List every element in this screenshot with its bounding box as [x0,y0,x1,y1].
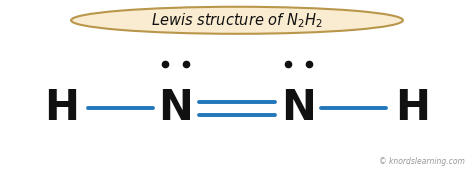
Text: N: N [158,87,193,129]
Text: © knordslearning.com: © knordslearning.com [379,157,465,166]
Text: H: H [395,87,430,129]
Ellipse shape [71,7,403,34]
Text: H: H [44,87,79,129]
Text: N: N [281,87,316,129]
Text: $\bf{\it{Lewis\ structure\ of\ N_2H_2}}$: $\bf{\it{Lewis\ structure\ of\ N_2H_2}}$ [151,11,323,30]
